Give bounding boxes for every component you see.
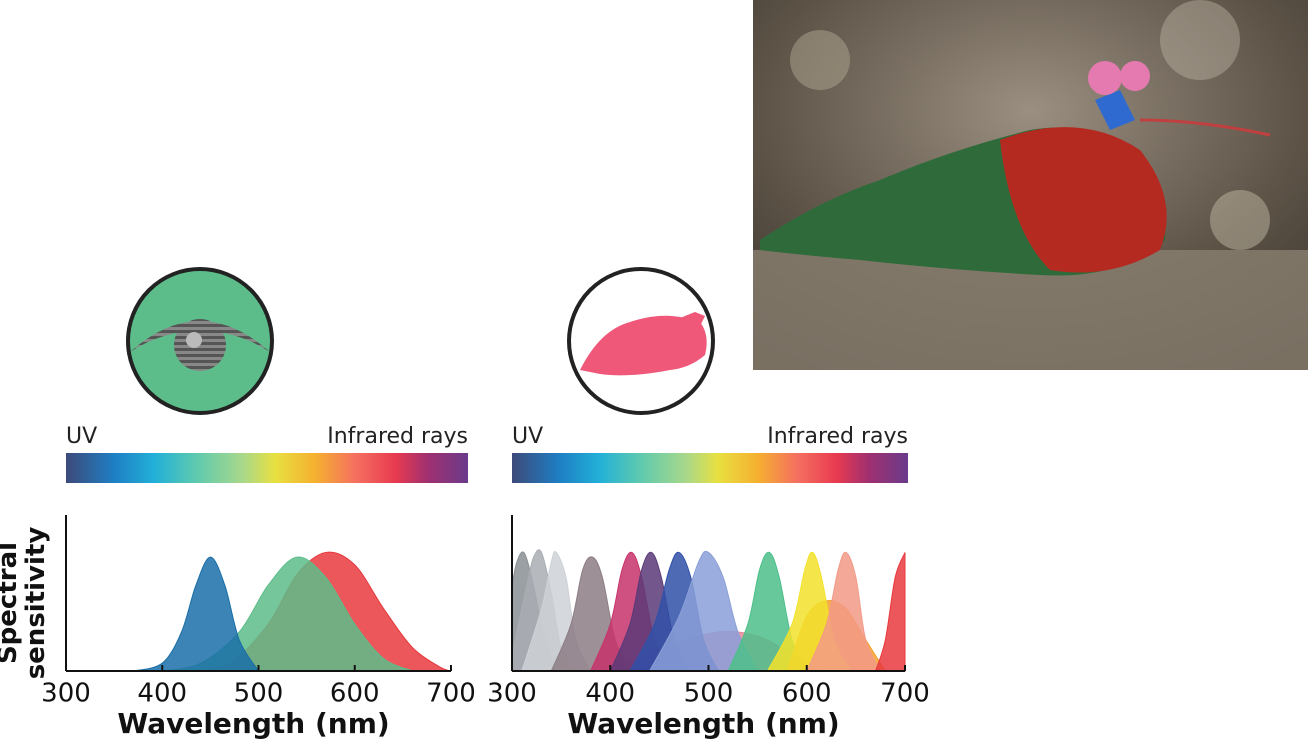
x-axis-label: Wavelength (nm) bbox=[567, 707, 839, 740]
x-tick-label: 300 bbox=[487, 679, 537, 709]
spectrum-bar bbox=[512, 453, 908, 483]
x-tick-label: 700 bbox=[880, 679, 930, 709]
x-tick-label: 400 bbox=[137, 679, 187, 709]
photo bbox=[753, 0, 1308, 370]
y-axis-label: Spectral sensitivity bbox=[0, 526, 51, 680]
spectrum-right-label: Infrared rays bbox=[767, 424, 908, 449]
spectrum-right-label: Infrared rays bbox=[327, 424, 468, 449]
sensitivity-curve bbox=[874, 552, 906, 672]
sensitivity-curve bbox=[648, 550, 759, 672]
x-tick-label: 600 bbox=[782, 679, 832, 709]
x-tick-label: 500 bbox=[684, 679, 734, 709]
spectrum-bar bbox=[66, 453, 468, 483]
spectrum-left-label: UV bbox=[512, 424, 543, 449]
x-tick-label: 500 bbox=[234, 679, 284, 709]
x-axis-label: Wavelength (nm) bbox=[117, 707, 389, 740]
sensitivity-curve bbox=[805, 551, 882, 672]
x-tick-label: 600 bbox=[330, 679, 380, 709]
human-eye-icon bbox=[126, 267, 274, 415]
mantis-shrimp-icon bbox=[567, 267, 715, 415]
spectrum-left-label: UV bbox=[66, 424, 97, 449]
sensitivity-curve bbox=[133, 556, 260, 672]
x-tick-label: 700 bbox=[426, 679, 476, 709]
x-tick-label: 400 bbox=[585, 679, 635, 709]
x-tick-label: 300 bbox=[41, 679, 91, 709]
